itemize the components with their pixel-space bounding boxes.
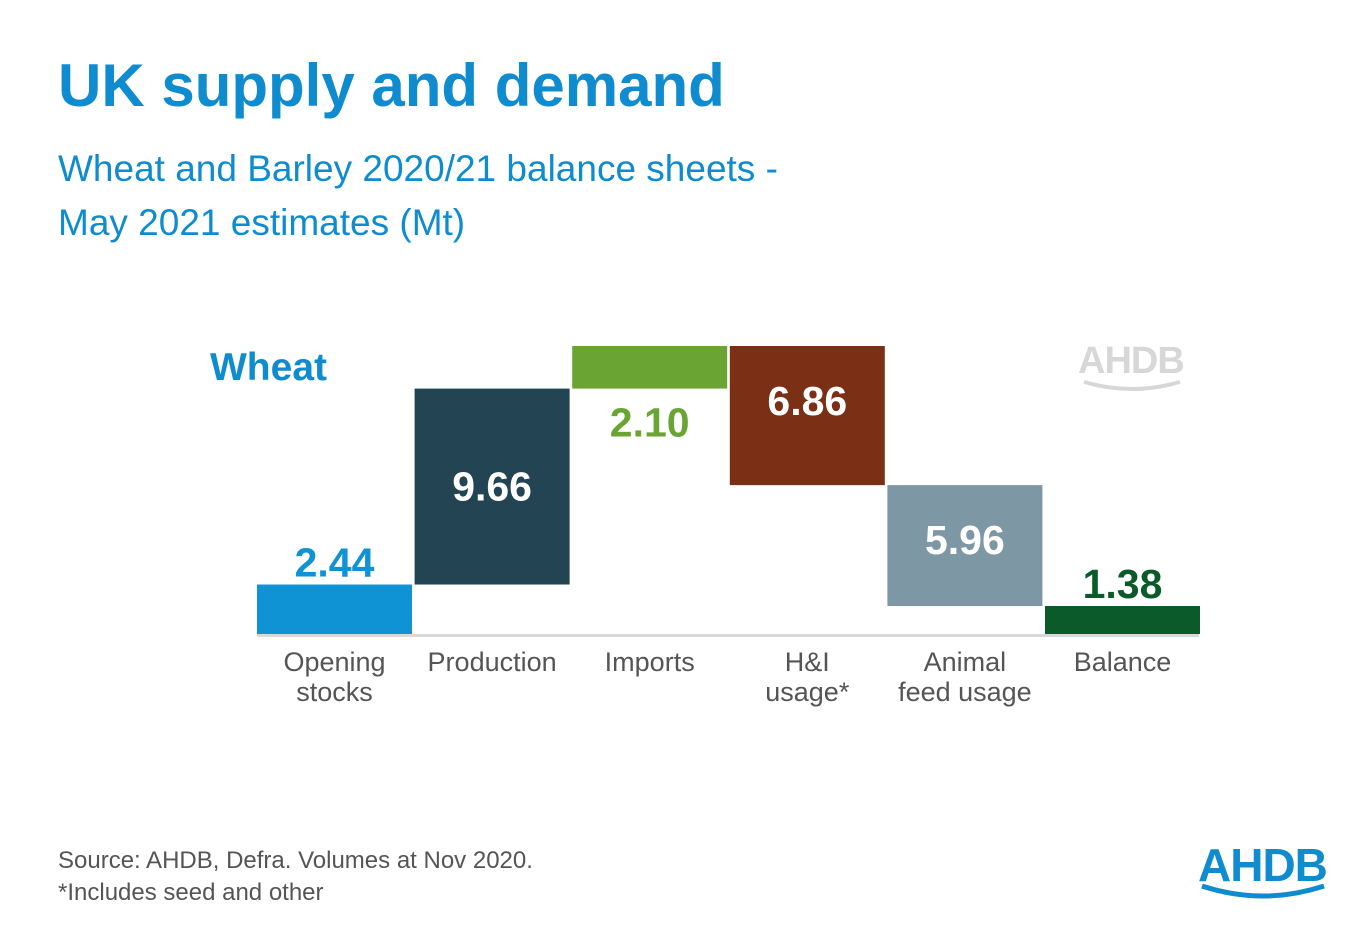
chart-footnotes: Source: AHDB, Defra. Volumes at Nov 2020… (58, 845, 533, 909)
value-label-0: 2.44 (295, 540, 375, 586)
bar-2 (572, 346, 728, 389)
bar-4 (887, 485, 1043, 607)
category-label-5: Balance (1074, 647, 1172, 677)
source-note: Source: AHDB, Defra. Volumes at Nov 2020… (58, 847, 533, 874)
category-label-3: H&I usage* (765, 647, 850, 707)
category-label-2: Imports (605, 647, 695, 677)
page-title: UK supply and demand (58, 52, 725, 119)
bar-3 (729, 346, 885, 486)
category-label-4: Animal feed usage (898, 647, 1032, 707)
bar-5 (1045, 606, 1200, 634)
value-label-4: 5.96 (925, 517, 1005, 563)
category-label-1: Production (428, 647, 557, 677)
chart-subtitle: Wheat and Barley 2020/21 balance sheets … (58, 142, 1018, 250)
series-label: Wheat (210, 346, 327, 389)
ahdb-logo: AHDB (1198, 838, 1328, 899)
subtitle-line-1: Wheat and Barley 2020/21 balance sheets … (58, 148, 778, 189)
logo-text: AHDB (1198, 839, 1328, 891)
value-label-5: 1.38 (1083, 561, 1163, 607)
bar-0 (257, 584, 412, 634)
value-label-1: 9.66 (452, 464, 532, 510)
category-label-0: Opening stocks (283, 647, 385, 707)
ahdb-watermark-logo: AHDB (1078, 340, 1185, 391)
watermark-swoosh-icon (1083, 380, 1181, 391)
logo-swoosh-icon (1201, 884, 1325, 899)
bar-1 (414, 388, 570, 585)
value-label-3: 6.86 (767, 378, 847, 424)
value-label-2: 2.10 (610, 400, 690, 446)
asterisk-note: *Includes seed and other (58, 879, 324, 906)
subtitle-line-2: May 2021 estimates (Mt) (58, 202, 466, 243)
watermark-logo-text: AHDB (1078, 340, 1185, 382)
